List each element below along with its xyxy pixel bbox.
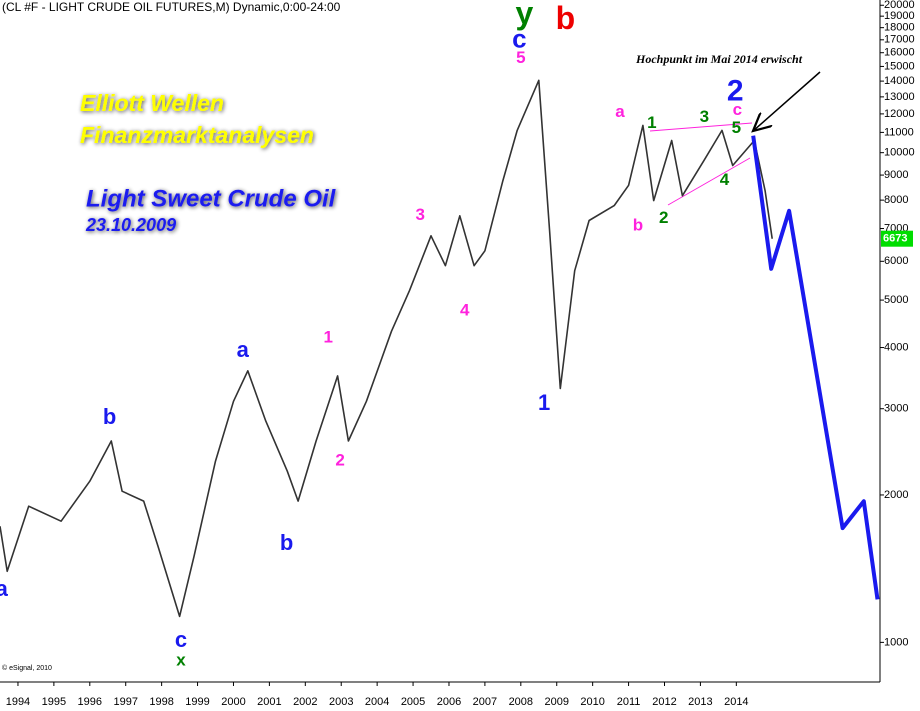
last-price-box	[881, 230, 913, 247]
x-tick-label: 2003	[329, 696, 353, 708]
x-tick-label: 1995	[42, 696, 66, 708]
x-tick-label: 2000	[221, 696, 245, 708]
x-tick-label: 2008	[509, 696, 533, 708]
wave-label: 5	[516, 48, 525, 67]
wave-label: b	[103, 404, 116, 429]
heading: Light Sweet Crude Oil	[86, 185, 337, 212]
wave-label: c	[175, 627, 187, 652]
wave-label: b	[633, 215, 643, 234]
wave-label: 2	[727, 74, 744, 107]
wave-label: 5	[732, 118, 741, 137]
wave-label: a	[615, 102, 625, 121]
x-tick-label: 2010	[580, 696, 604, 708]
x-tick-label: 2001	[257, 696, 281, 708]
x-tick-label: 2012	[652, 696, 676, 708]
x-tick-label: 2005	[401, 696, 425, 708]
wave-label: 1	[324, 327, 333, 346]
x-tick-label: 1996	[78, 696, 102, 708]
wave-label: b	[556, 0, 576, 36]
wave-label: 3	[416, 205, 425, 224]
triangle-line	[667, 157, 751, 206]
y-tick-label: 19000	[884, 10, 915, 22]
x-tick-label: 1999	[185, 696, 209, 708]
wave-label: 1	[538, 390, 550, 415]
x-tick-label: 1994	[6, 696, 30, 708]
date: 23.10.2009	[85, 215, 176, 235]
wave-label: a	[237, 337, 250, 362]
y-tick-label: 18000	[884, 22, 915, 34]
x-tick-label: 1997	[113, 696, 137, 708]
price-line	[751, 135, 880, 600]
y-tick-label: 14000	[884, 75, 915, 87]
last-price-label: 6673	[883, 233, 907, 245]
subtitle: Finanzmarktanalysen	[80, 122, 314, 148]
y-tick-label: 13000	[884, 91, 915, 103]
y-tick-label: 15000	[884, 60, 915, 72]
note: Hochpunkt im Mai 2014 erwischt	[635, 52, 803, 66]
x-tick-label: 2006	[437, 696, 461, 708]
y-tick-label: 17000	[884, 34, 915, 46]
y-tick-label: 6000	[884, 255, 908, 267]
wave-label: 2	[659, 208, 668, 227]
wave-label: c	[733, 100, 742, 119]
y-tick-label: 10000	[884, 147, 915, 159]
y-tick-label: 12000	[884, 108, 915, 120]
wave-label: 1	[647, 113, 656, 132]
wave-label: a	[0, 576, 9, 601]
x-tick-label: 2002	[293, 696, 317, 708]
wave-label: y	[516, 0, 534, 31]
wave-label: 2	[335, 451, 344, 470]
y-tick-label: 16000	[884, 47, 915, 59]
wave-label: 4	[720, 170, 730, 189]
x-tick-label: 2013	[688, 696, 712, 708]
y-tick-label: 20000	[884, 0, 915, 11]
credit: © eSignal, 2010	[2, 664, 52, 672]
y-tick-label: 9000	[884, 169, 908, 181]
note-arrow	[753, 71, 821, 131]
x-tick-label: 2011	[617, 696, 641, 708]
x-tick-label: 2009	[544, 696, 568, 708]
x-tick-label: 2007	[473, 696, 497, 708]
title: Elliott Wellen	[80, 90, 224, 116]
wave-label: b	[280, 530, 293, 555]
wave-label: c	[512, 23, 526, 53]
x-tick-label: 2004	[365, 696, 389, 708]
x-tick-label: 2014	[724, 696, 748, 708]
y-tick-label: 8000	[884, 194, 908, 206]
wave-label: x	[176, 651, 186, 670]
x-tick-label: 1998	[149, 696, 173, 708]
triangle-line	[649, 122, 753, 132]
price-line	[0, 79, 773, 618]
wave-label: 3	[700, 107, 709, 126]
y-tick-label: 1000	[884, 636, 908, 648]
header: (CL #F - LIGHT CRUDE OIL FUTURES,M) Dyna…	[2, 0, 341, 14]
y-tick-label: 5000	[884, 294, 908, 306]
y-tick-label: 4000	[884, 341, 908, 353]
y-tick-label: 11000	[884, 126, 914, 138]
y-tick-label: 3000	[884, 403, 908, 415]
y-tick-label: 2000	[884, 489, 908, 501]
wave-label: 4	[460, 300, 470, 319]
